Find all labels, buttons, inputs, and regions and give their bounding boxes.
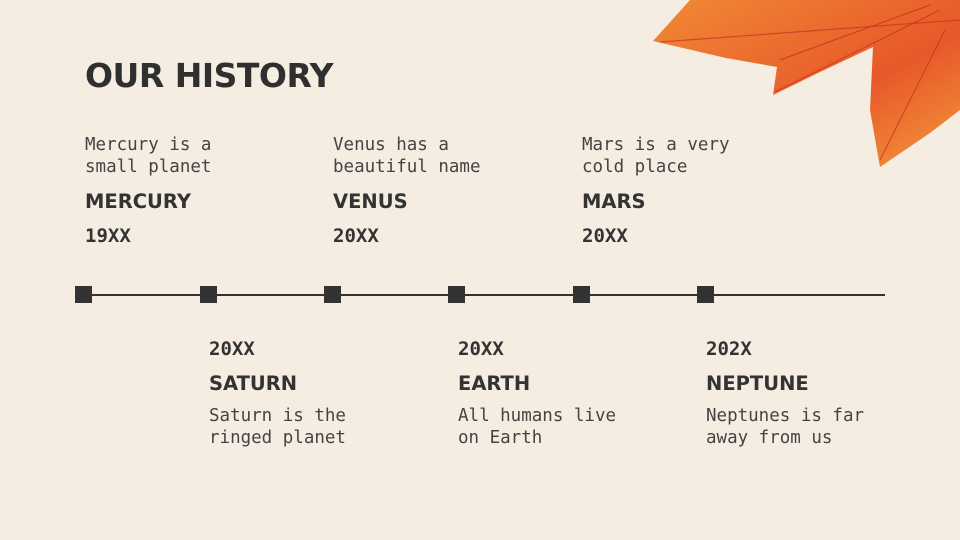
item-name: MERCURY <box>85 190 191 213</box>
timeline-marker <box>573 286 590 303</box>
timeline-marker <box>324 286 341 303</box>
item-name: EARTH <box>458 372 531 395</box>
item-name: VENUS <box>333 190 408 213</box>
timeline-line <box>84 294 885 296</box>
item-year: 20XX <box>458 338 504 360</box>
timeline-item-mars: Mars is a very cold place MARS 20XX <box>582 134 802 247</box>
item-description: Mercury is a small planet <box>85 135 212 177</box>
timeline-marker <box>75 286 92 303</box>
item-description: Mars is a very cold place <box>582 135 730 177</box>
timeline-marker <box>200 286 217 303</box>
item-name: NEPTUNE <box>706 372 809 395</box>
item-year: 20XX <box>582 225 628 247</box>
page-title: OUR HISTORY <box>85 56 333 95</box>
item-year: 202X <box>706 338 752 360</box>
item-description: Neptunes is far away from us <box>706 406 865 448</box>
timeline-item-venus: Venus has a beautiful name VENUS 20XX <box>333 134 553 247</box>
timeline-marker <box>448 286 465 303</box>
item-year: 20XX <box>333 225 379 247</box>
item-description: Saturn is the ringed planet <box>209 406 346 448</box>
item-name: SATURN <box>209 372 298 395</box>
item-description: Venus has a beautiful name <box>333 135 481 177</box>
timeline-item-earth: 20XX EARTH All humans live on Earth <box>458 338 678 449</box>
timeline-marker <box>697 286 714 303</box>
item-name: MARS <box>582 190 646 213</box>
timeline-item-neptune: 202X NEPTUNE Neptunes is far away from u… <box>706 338 926 449</box>
timeline-item-saturn: 20XX SATURN Saturn is the ringed planet <box>209 338 429 449</box>
timeline-item-mercury: Mercury is a small planet MERCURY 19XX <box>85 134 305 247</box>
item-year: 20XX <box>209 338 255 360</box>
item-year: 19XX <box>85 225 131 247</box>
item-description: All humans live on Earth <box>458 406 617 448</box>
